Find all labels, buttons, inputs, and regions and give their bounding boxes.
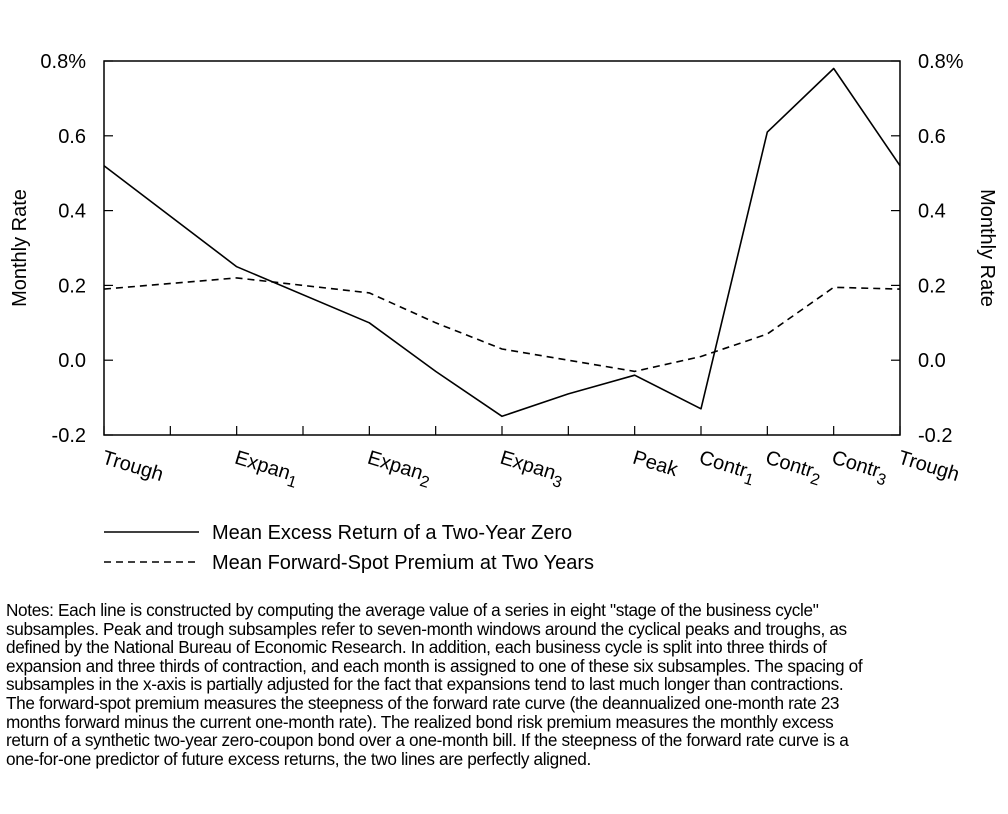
notes-line: months forward minus the current one-mon… xyxy=(6,711,834,732)
left-y-tick-label: 0.8% xyxy=(40,51,86,73)
forward-spot-premium-line xyxy=(103,277,901,373)
right-axis-label: Monthly Rate xyxy=(976,189,998,307)
right-y-tick-label: -0.2 xyxy=(918,425,952,447)
x-tick-label: Expan2 xyxy=(363,447,434,492)
x-tick-label: Expan1 xyxy=(231,447,302,492)
left-y-tick-label: 0.4 xyxy=(58,201,86,223)
legend-label: Mean Forward-Spot Premium at Two Years xyxy=(212,552,594,574)
right-y-tick-label: 0.0 xyxy=(918,350,946,372)
right-y-tick-label: 0.6 xyxy=(918,126,946,148)
x-tick-label: Peak xyxy=(630,447,681,482)
excess-return-line xyxy=(103,67,901,418)
left-y-tick-label: 0.6 xyxy=(58,126,86,148)
notes-line: subsamples. Peak and trough subsamples r… xyxy=(6,618,847,639)
left-axis-label: Monthly Rate xyxy=(9,189,31,307)
notes-paragraph: Notes: Each line is constructed by compu… xyxy=(6,601,1002,768)
legend-label: Mean Excess Return of a Two-Year Zero xyxy=(212,522,572,544)
x-tick-label: Trough xyxy=(100,447,166,486)
right-y-tick-label: 0.8% xyxy=(918,51,964,73)
x-tick-label: Contr3 xyxy=(828,447,891,490)
x-tick-label: Trough xyxy=(896,447,962,486)
x-tick-label: Contr1 xyxy=(695,447,758,490)
notes-line: return of a synthetic two-year zero-coup… xyxy=(6,730,849,751)
left-y-tick-label: 0.2 xyxy=(58,275,86,297)
notes-line: defined by the National Bureau of Econom… xyxy=(6,637,827,658)
notes-line: subsamples in the x-axis is partially ad… xyxy=(6,674,844,695)
left-y-tick-label: 0.0 xyxy=(58,350,86,372)
notes-line: The forward-spot premium measures the st… xyxy=(6,692,840,713)
notes-line: Notes: Each line is constructed by compu… xyxy=(6,600,819,620)
business-cycle-chart: Monthly Rate Monthly Rate -0.2 -0.2 0.0 0.0… xyxy=(9,51,998,574)
right-y-tick-label: 0.4 xyxy=(918,201,946,223)
notes-line: expansion and three thirds of contractio… xyxy=(6,655,863,676)
x-tick-label: Expan3 xyxy=(496,447,567,492)
notes-line: one-for-one predictor of future excess r… xyxy=(6,748,591,769)
left-y-tick-label: -0.2 xyxy=(52,425,86,447)
x-tick-label: Contr2 xyxy=(761,447,824,490)
plot-frame xyxy=(103,60,901,436)
right-y-tick-label: 0.2 xyxy=(918,275,946,297)
